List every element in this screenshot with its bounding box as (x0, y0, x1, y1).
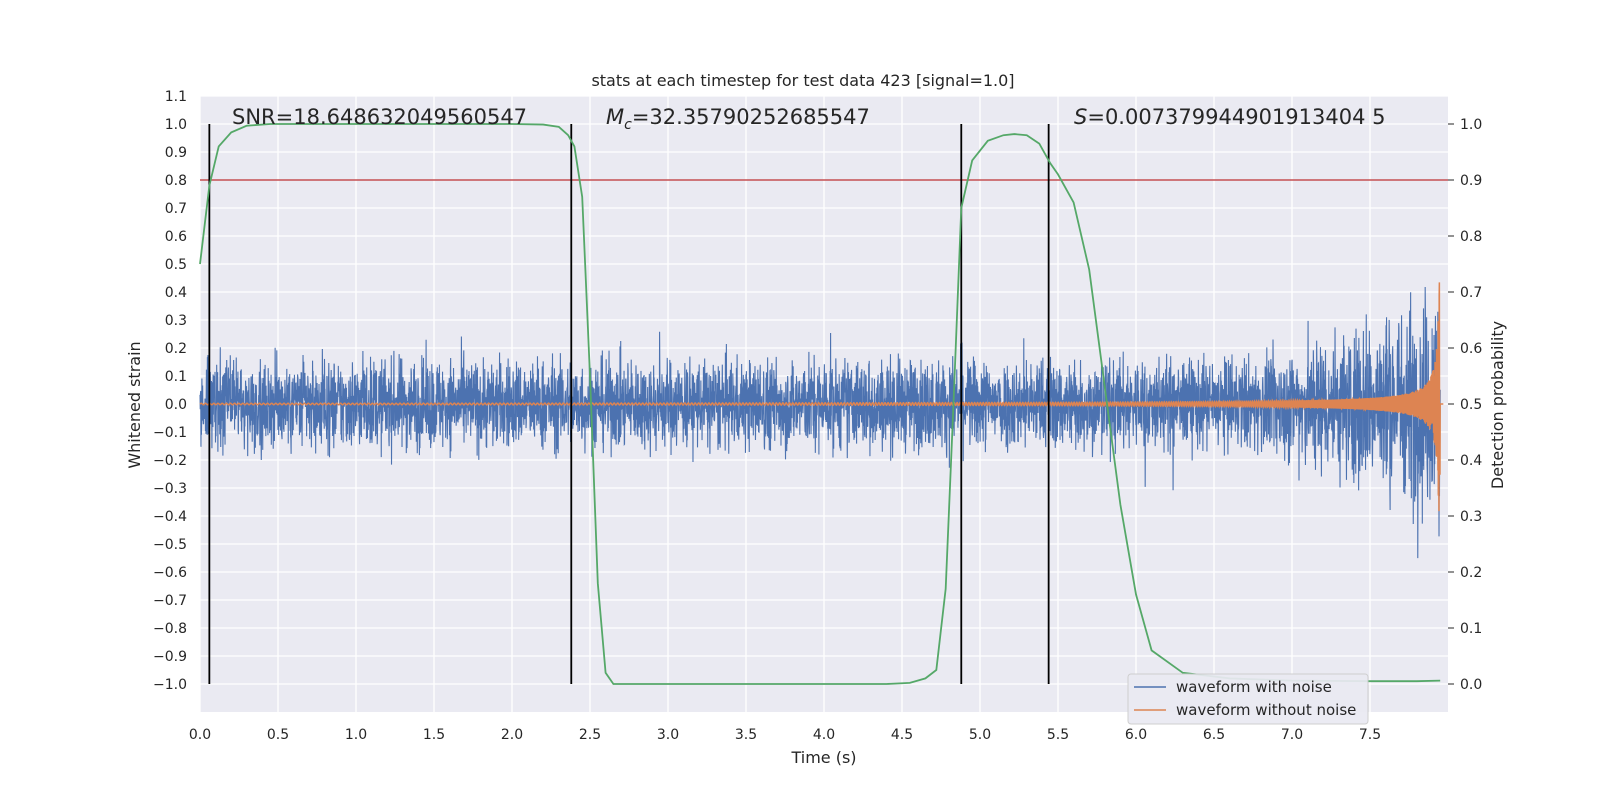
x-tick-labels: 0.0 0.5 1.0 1.5 2.0 2.5 3.0 3.5 4.0 4.5 5.0 5.5 6.0 6… (189, 727, 1381, 743)
x-tick-label: 7.0 (1281, 727, 1303, 743)
snr-annotation: SNR=18.648632049560547 (232, 105, 527, 129)
legend: waveform with noise waveform without noi… (1127, 673, 1369, 725)
y2-tick-label: 0.9 (1460, 173, 1482, 189)
y-tick-label: 0.7 (165, 201, 187, 217)
s-symbol: S (1074, 105, 1087, 129)
y-tick-label: −0.7 (153, 593, 187, 609)
y2-tick-label: 0.0 (1460, 677, 1482, 693)
y-tick-label: −0.3 (153, 481, 187, 497)
y-tick-label: −1.0 (153, 677, 187, 693)
y-tick-label: −0.8 (153, 621, 187, 637)
y-tick-label: 0.5 (165, 257, 187, 273)
y2-tick-label: 0.6 (1460, 341, 1482, 357)
detection-probability-line (199, 123, 1441, 685)
y-tick-label: 0.6 (165, 229, 187, 245)
x-tick-label: 0.5 (267, 727, 289, 743)
x-tick-label: 3.0 (657, 727, 679, 743)
y-tick-label: −0.6 (153, 565, 187, 581)
y-tick-label: −0.5 (153, 537, 187, 553)
y-tick-label: 1.1 (165, 89, 187, 105)
mc-subscript: c (624, 117, 632, 133)
y2-tick-label: 1.0 (1460, 117, 1482, 133)
x-axis-label: Time (s) (790, 748, 856, 767)
y2-tick-label: 0.1 (1460, 621, 1482, 637)
y2-tick-label: 0.7 (1460, 285, 1482, 301)
x-tick-label: 4.0 (813, 727, 835, 743)
y-tick-labels: 1.1 1.0 0.9 0.8 0.7 0.6 0.5 0.4 0.3 0.2 0.1 0.0 −0.1… (153, 89, 187, 693)
mc-annotation: Mc=32.35790252685547 (606, 105, 870, 133)
x-tick-label: 6.5 (1203, 727, 1225, 743)
s-annotation: S=0.007379944901913404 5 (1074, 105, 1386, 129)
y2-tick-label: 0.5 (1460, 397, 1482, 413)
x-tick-label: 2.0 (501, 727, 523, 743)
y-tick-label: 0.3 (165, 313, 187, 329)
y2-tick-label: 0.3 (1460, 509, 1482, 525)
x-tick-label: 6.0 (1125, 727, 1147, 743)
y2-tick-label: 0.2 (1460, 565, 1482, 581)
x-tick-label: 4.5 (891, 727, 913, 743)
x-tick-label: 5.5 (1047, 727, 1069, 743)
y-tick-label: 0.0 (165, 397, 187, 413)
y-tick-label: −0.4 (153, 509, 187, 525)
s-value: =0.007379944901913404 5 (1087, 105, 1385, 129)
y2-axis-label: Detection probability (1488, 321, 1507, 489)
y-tick-label: −0.2 (153, 453, 187, 469)
y2-tick-labels: 1.0 0.9 0.8 0.7 0.6 0.5 0.4 0.3 0.2 0.1 0.0 (1448, 117, 1482, 693)
legend-label-noise: waveform with noise (1176, 678, 1332, 696)
legend-box (1127, 673, 1369, 725)
x-tick-label: 1.0 (345, 727, 367, 743)
y-tick-label: 1.0 (165, 117, 187, 133)
x-tick-label: 0.0 (189, 727, 211, 743)
clean-waveform-line (199, 282, 1444, 512)
y2-tick-label: 0.8 (1460, 229, 1482, 245)
mc-symbol: M (606, 105, 624, 129)
y-tick-label: −0.1 (153, 425, 187, 441)
chart-title: stats at each timestep for test data 423… (591, 71, 1014, 90)
x-tick-label: 5.0 (969, 727, 991, 743)
legend-label-clean: waveform without noise (1176, 701, 1356, 719)
y-tick-label: 0.4 (165, 285, 187, 301)
x-tick-label: 2.5 (579, 727, 601, 743)
x-tick-label: 3.5 (735, 727, 757, 743)
detection-probability-curve (199, 123, 1441, 685)
y-tick-label: 0.8 (165, 173, 187, 189)
mc-value: =32.35790252685547 (632, 105, 870, 129)
x-tick-label: 7.5 (1359, 727, 1381, 743)
y-tick-label: 0.9 (165, 145, 187, 161)
y-tick-label: 0.2 (165, 341, 187, 357)
y-tick-label: 0.1 (165, 369, 187, 385)
y2-tick-label: 0.4 (1460, 453, 1482, 469)
series-waveform-without-noise (199, 282, 1444, 512)
y-axis-label: Whitened strain (125, 341, 144, 468)
y-tick-label: −0.9 (153, 649, 187, 665)
x-tick-label: 1.5 (423, 727, 445, 743)
